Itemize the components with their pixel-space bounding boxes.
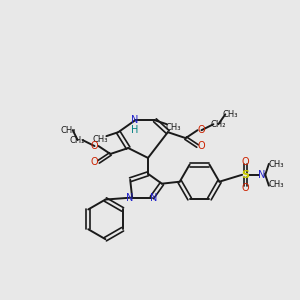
Text: O: O bbox=[198, 125, 205, 135]
Text: N: N bbox=[131, 115, 139, 125]
Text: O: O bbox=[241, 157, 249, 167]
Text: CH₃: CH₃ bbox=[165, 123, 181, 132]
Text: CH₃: CH₃ bbox=[60, 126, 76, 135]
Text: O: O bbox=[198, 141, 205, 151]
Text: CH₃: CH₃ bbox=[268, 180, 283, 189]
Text: CH₃: CH₃ bbox=[223, 110, 238, 119]
Text: O: O bbox=[91, 157, 98, 167]
Text: N: N bbox=[258, 170, 266, 180]
Text: CH₃: CH₃ bbox=[93, 135, 108, 144]
Text: H: H bbox=[131, 125, 139, 135]
Text: CH₃: CH₃ bbox=[268, 160, 283, 169]
Text: N: N bbox=[127, 193, 134, 202]
Text: N: N bbox=[150, 193, 158, 202]
Text: S: S bbox=[241, 170, 249, 180]
Text: O: O bbox=[241, 183, 249, 193]
Text: CH₂: CH₂ bbox=[70, 136, 86, 145]
Text: CH₂: CH₂ bbox=[211, 120, 226, 129]
Text: O: O bbox=[91, 141, 98, 151]
